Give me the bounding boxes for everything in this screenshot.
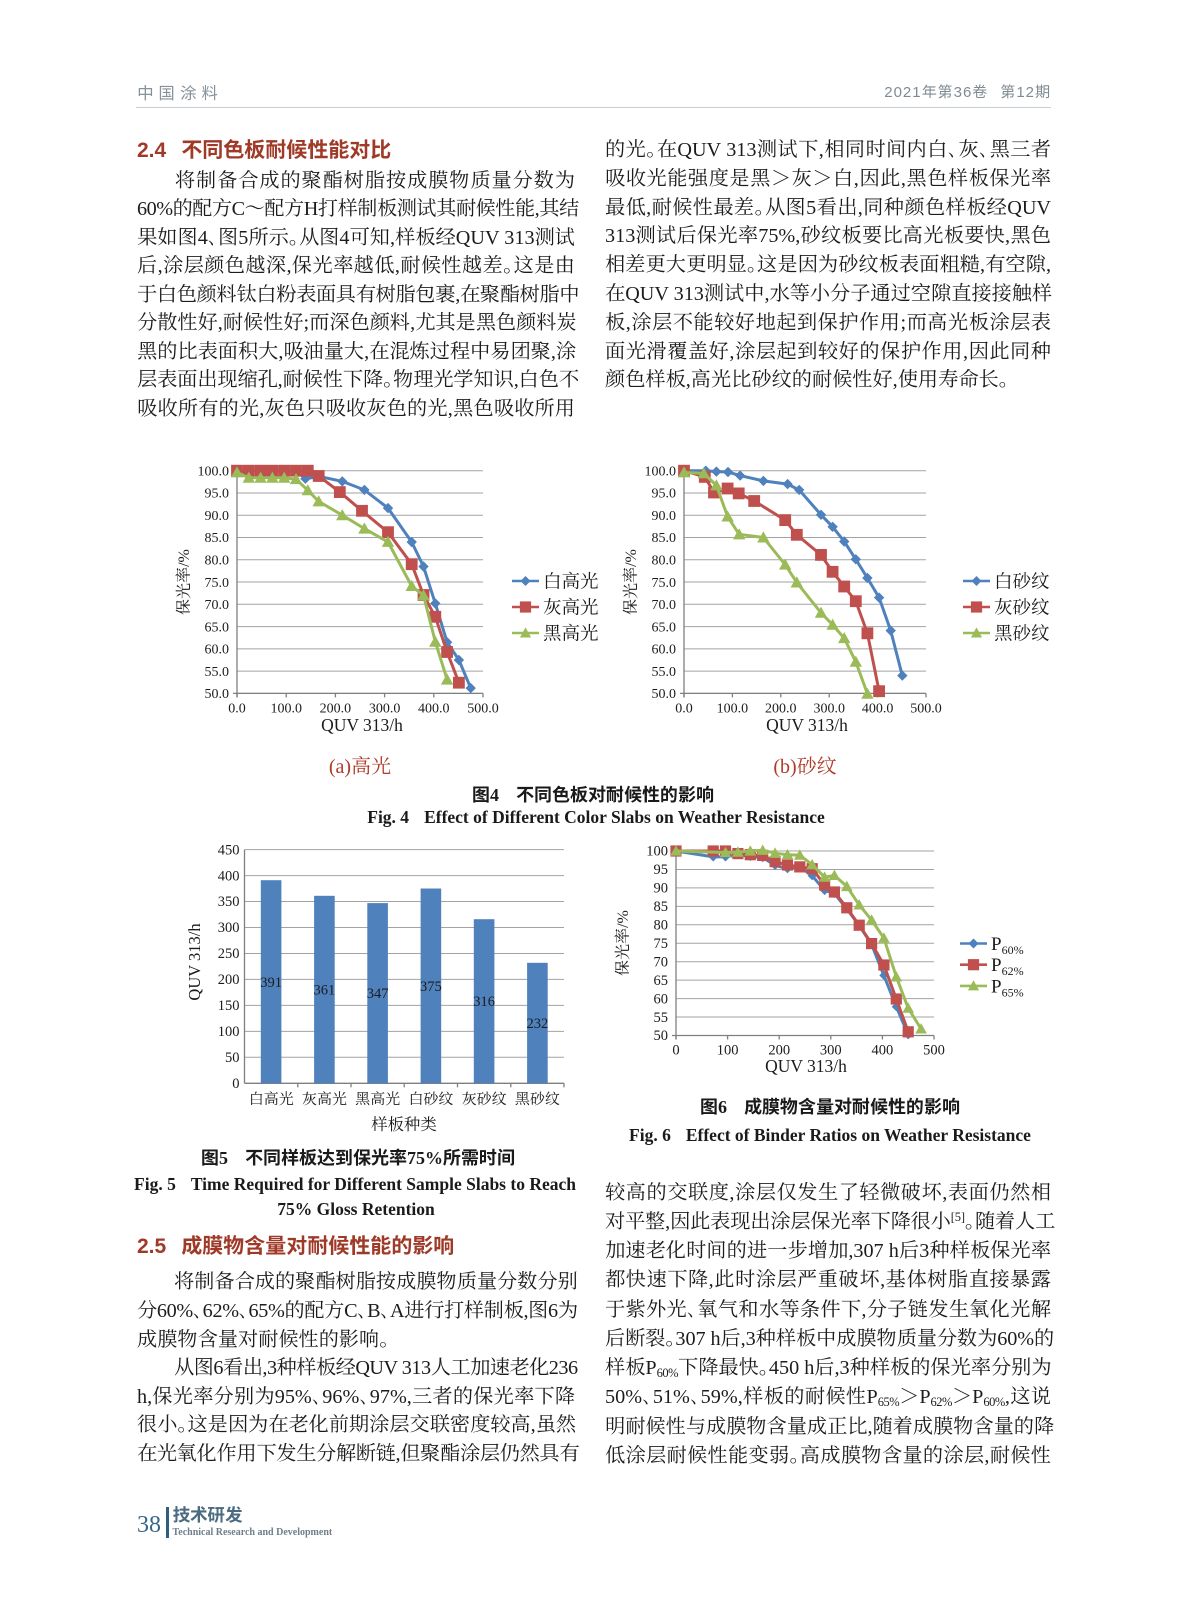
svg-text:保光率/%: 保光率/%	[610, 910, 633, 976]
svg-text:55.0: 55.0	[205, 665, 230, 680]
svg-text:70.0: 70.0	[205, 598, 230, 613]
svg-text:95: 95	[654, 862, 669, 878]
svg-text:0: 0	[232, 1076, 239, 1092]
svg-text:65.0: 65.0	[205, 620, 230, 635]
svg-text:80.0: 80.0	[205, 554, 230, 569]
svg-text:样板种类: 样板种类	[371, 1111, 437, 1135]
svg-text:90.0: 90.0	[652, 509, 677, 524]
svg-text:95.0: 95.0	[652, 487, 677, 502]
svg-text:黑砂纹: 黑砂纹	[994, 620, 1050, 646]
svg-text:白高光: 白高光	[543, 568, 599, 594]
svg-text:500.0: 500.0	[467, 701, 499, 716]
svg-text:白砂纹: 白砂纹	[408, 1088, 453, 1109]
svg-text:300: 300	[820, 1043, 842, 1059]
svg-text:P62%: P62%	[991, 955, 1024, 978]
svg-text:50.0: 50.0	[205, 687, 230, 702]
svg-text:85.0: 85.0	[652, 531, 677, 546]
svg-text:85: 85	[654, 899, 669, 915]
svg-text:100.0: 100.0	[198, 464, 230, 479]
svg-text:75.0: 75.0	[652, 576, 677, 591]
svg-text:P60%: P60%	[991, 934, 1024, 957]
svg-text:250: 250	[218, 946, 240, 962]
svg-text:50.0: 50.0	[652, 687, 677, 702]
svg-text:300.0: 300.0	[813, 701, 845, 716]
svg-text:100.0: 100.0	[645, 464, 677, 479]
svg-text:361: 361	[314, 983, 336, 999]
svg-text:347: 347	[367, 986, 389, 1002]
svg-text:400: 400	[872, 1043, 894, 1059]
svg-text:QUV 313/h: QUV 313/h	[765, 1056, 847, 1076]
svg-text:50: 50	[225, 1050, 240, 1066]
svg-text:90.0: 90.0	[205, 509, 230, 524]
svg-text:350: 350	[218, 894, 240, 910]
svg-text:QUV 313/h: QUV 313/h	[321, 715, 403, 735]
svg-text:80: 80	[654, 918, 669, 934]
svg-text:300: 300	[218, 920, 240, 936]
svg-text:500.0: 500.0	[910, 701, 942, 716]
svg-text:60.0: 60.0	[205, 643, 230, 658]
svg-text:灰砂纹: 灰砂纹	[462, 1088, 507, 1109]
svg-text:65: 65	[654, 973, 669, 989]
svg-text:200: 200	[768, 1043, 790, 1059]
svg-text:200.0: 200.0	[765, 701, 797, 716]
svg-text:65.0: 65.0	[652, 620, 677, 635]
svg-text:灰砂纹: 灰砂纹	[994, 594, 1050, 620]
svg-text:375: 375	[420, 979, 442, 995]
svg-text:70.0: 70.0	[652, 598, 677, 613]
svg-text:55.0: 55.0	[652, 665, 677, 680]
svg-text:75: 75	[654, 936, 669, 952]
svg-text:黑高光: 黑高光	[543, 620, 599, 646]
svg-text:75.0: 75.0	[205, 576, 230, 591]
svg-text:白高光: 白高光	[249, 1088, 294, 1109]
svg-text:60.0: 60.0	[652, 643, 677, 658]
svg-text:150: 150	[218, 998, 240, 1014]
svg-text:100.0: 100.0	[717, 701, 749, 716]
svg-text:200.0: 200.0	[320, 701, 352, 716]
svg-text:85.0: 85.0	[205, 531, 230, 546]
svg-text:灰高光: 灰高光	[302, 1088, 347, 1109]
svg-text:100: 100	[646, 844, 668, 860]
svg-text:0: 0	[672, 1043, 679, 1059]
svg-text:P65%: P65%	[991, 976, 1024, 999]
svg-text:80.0: 80.0	[652, 554, 677, 569]
svg-text:70: 70	[654, 954, 669, 970]
svg-text:300.0: 300.0	[369, 701, 401, 716]
svg-text:QUV 313/h: QUV 313/h	[185, 923, 204, 1001]
svg-text:450: 450	[218, 842, 240, 858]
svg-text:50: 50	[654, 1028, 669, 1044]
svg-text:232: 232	[527, 1016, 549, 1032]
svg-text:灰高光: 灰高光	[543, 594, 599, 620]
svg-text:黑高光: 黑高光	[355, 1088, 400, 1109]
svg-text:90: 90	[654, 881, 669, 897]
svg-text:100: 100	[218, 1024, 240, 1040]
svg-text:316: 316	[473, 994, 495, 1010]
svg-text:0.0: 0.0	[675, 701, 693, 716]
svg-text:400.0: 400.0	[862, 701, 894, 716]
svg-text:保光率/%: 保光率/%	[171, 549, 194, 615]
svg-text:白砂纹: 白砂纹	[994, 568, 1050, 594]
svg-text:95.0: 95.0	[205, 487, 230, 502]
svg-text:400.0: 400.0	[418, 701, 450, 716]
svg-text:黑砂纹: 黑砂纹	[515, 1088, 560, 1109]
svg-text:100.0: 100.0	[270, 701, 302, 716]
svg-text:400: 400	[218, 868, 240, 884]
svg-text:500: 500	[923, 1043, 945, 1059]
svg-text:QUV 313/h: QUV 313/h	[766, 715, 848, 735]
svg-text:0.0: 0.0	[228, 701, 246, 716]
svg-text:55: 55	[654, 1010, 669, 1026]
svg-text:391: 391	[260, 975, 282, 991]
svg-text:200: 200	[218, 972, 240, 988]
svg-text:60: 60	[654, 991, 669, 1007]
svg-text:保光率/%: 保光率/%	[618, 549, 641, 615]
svg-text:100: 100	[717, 1043, 739, 1059]
